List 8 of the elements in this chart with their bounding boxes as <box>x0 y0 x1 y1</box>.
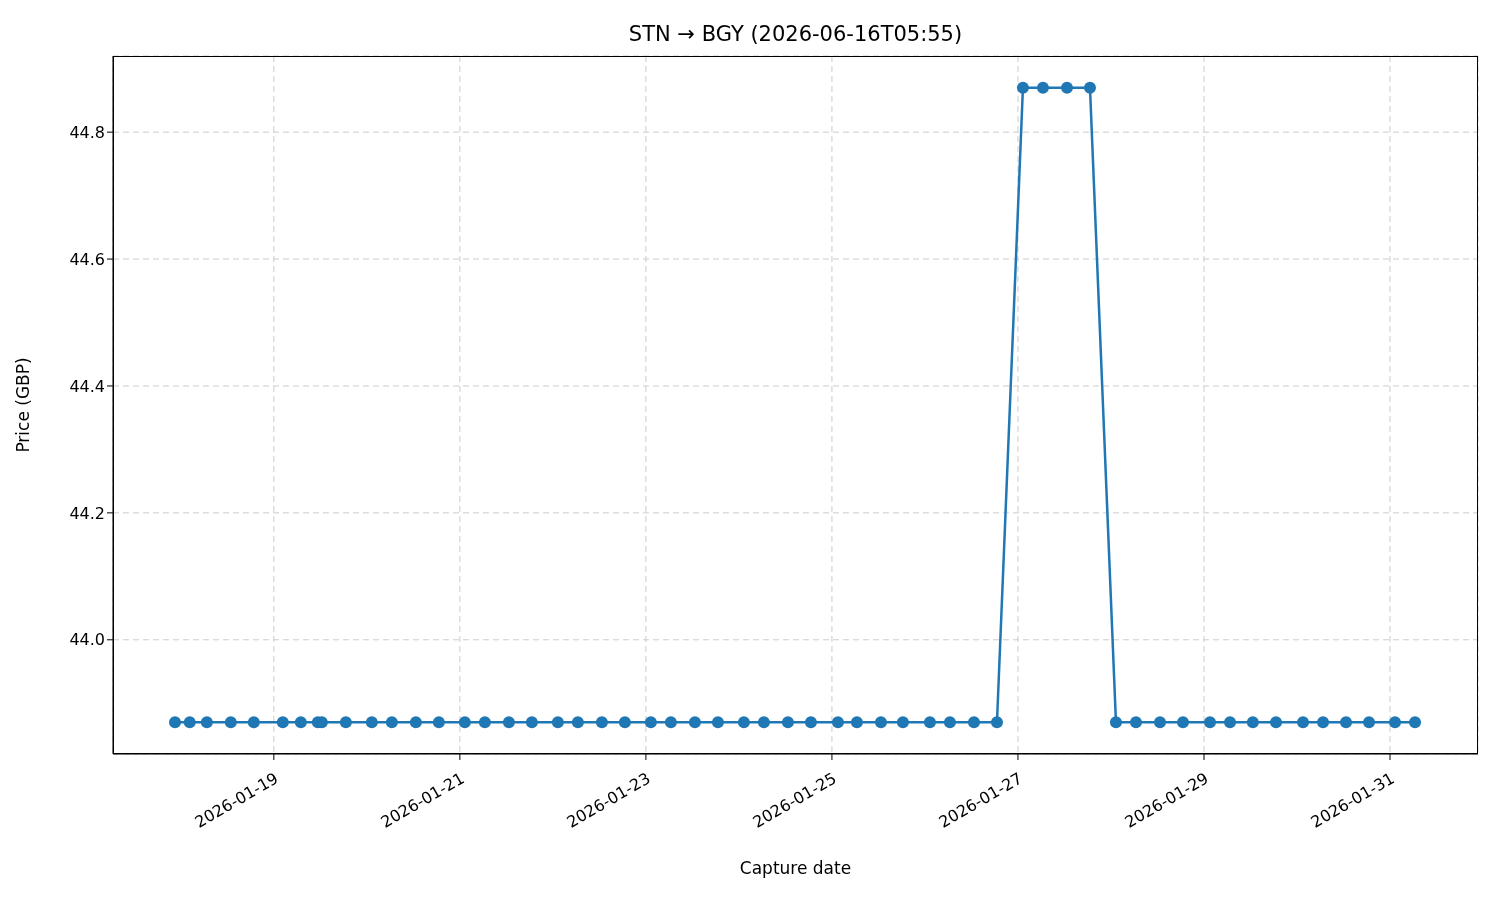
y-tick-label: 44.2 <box>69 503 105 523</box>
y-tick-label: 44.4 <box>69 376 105 396</box>
y-tick-label: 44.8 <box>69 122 105 142</box>
y-tick-label: 44.0 <box>69 630 105 650</box>
x-axis-title: Capture date <box>739 858 852 878</box>
y-tick-label: 44.6 <box>69 249 105 269</box>
y-axis-title: Price (GBP) <box>13 357 34 453</box>
chart-title: STN → BGY (2026-06-16T05:55) <box>627 22 964 46</box>
